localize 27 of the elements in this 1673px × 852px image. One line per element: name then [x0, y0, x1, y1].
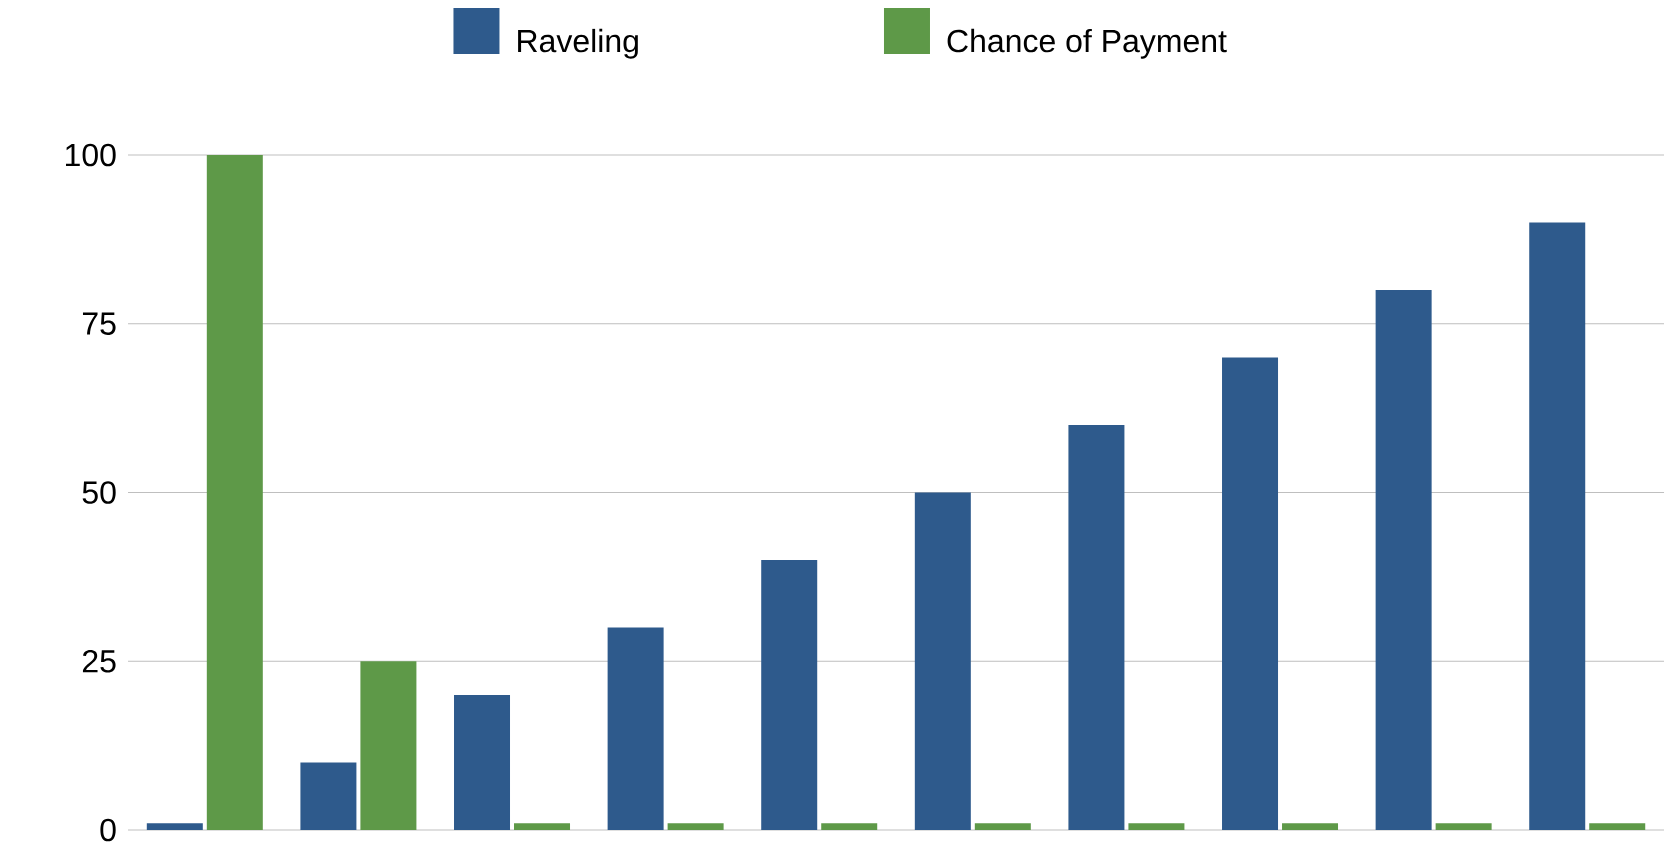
bar — [300, 762, 357, 830]
bar — [914, 492, 971, 830]
y-tick-label: 25 — [82, 649, 116, 673]
bar — [146, 823, 203, 830]
bar — [1128, 823, 1185, 830]
bar — [206, 154, 263, 830]
legend-label: Raveling — [518, 28, 638, 59]
bar — [607, 627, 664, 830]
bar — [1222, 357, 1279, 830]
bar — [761, 560, 818, 830]
bar — [667, 823, 724, 830]
y-tick-label: 50 — [82, 481, 116, 504]
bar — [974, 823, 1031, 830]
bar — [514, 823, 571, 830]
bar — [360, 661, 417, 830]
bar — [1068, 424, 1125, 830]
bar — [1435, 823, 1492, 830]
y-tick-label: 0 — [100, 818, 116, 842]
bar — [454, 695, 511, 830]
y-tick-label: 100 — [66, 143, 116, 167]
bar — [1375, 290, 1432, 830]
bar — [821, 823, 878, 830]
y-tick-label: 75 — [82, 312, 116, 335]
bar — [1282, 823, 1339, 830]
bar — [1529, 222, 1586, 830]
legend-label: Chance of Payment — [947, 28, 1227, 59]
bar — [1589, 823, 1646, 830]
